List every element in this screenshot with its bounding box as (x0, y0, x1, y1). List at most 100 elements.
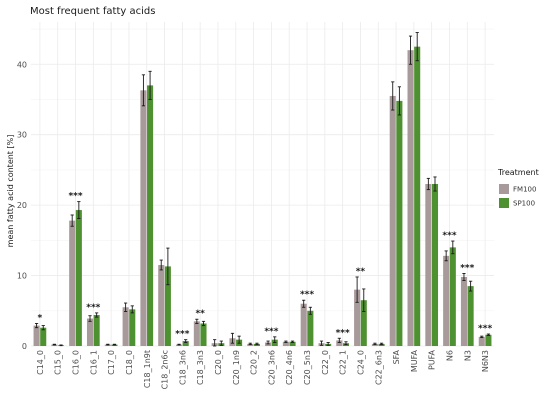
error-bar (106, 343, 110, 346)
significance-label: * (38, 313, 43, 323)
significance-label: *** (336, 328, 350, 338)
x-tick-label: N6 (445, 350, 454, 361)
x-tick-label: C18_3n3 (196, 350, 205, 385)
legend-title: Treatment (497, 168, 539, 177)
error-bar (415, 32, 419, 62)
x-tick-label: C15_0 (54, 350, 63, 375)
error-bar (433, 176, 437, 192)
error-bar (41, 325, 45, 331)
bar-sp100-c14_0 (40, 327, 47, 346)
bar-sp100-pufa (431, 184, 439, 346)
y-axis-title: mean fatty acid content [%] (6, 135, 15, 248)
bar-fm100-c16_1 (86, 318, 94, 346)
error-bar (397, 86, 401, 116)
error-bar (112, 343, 117, 346)
error-bar (326, 342, 330, 346)
bar-fm100-n6n3 (478, 336, 485, 346)
significance-layer: ******************************** (38, 192, 493, 340)
error-bar (148, 70, 152, 100)
x-tick-label: N3 (463, 350, 472, 361)
legend-label-sp100: SP100 (513, 200, 535, 208)
x-tick-label: PUFA (428, 349, 437, 370)
error-bar (230, 332, 235, 344)
bar-fm100-c18_1n9t (140, 90, 147, 346)
x-tick-label: N6N3 (481, 350, 490, 372)
error-bar (70, 214, 74, 227)
error-bar (255, 342, 259, 346)
error-bar (408, 35, 413, 65)
x-tick-label: C18_2n6c (161, 350, 170, 389)
bar-sp100-c18_0 (129, 309, 136, 346)
x-tick-label: C20_4n6 (285, 350, 294, 385)
significance-label: *** (175, 330, 189, 340)
bar-sp100-sfa (396, 100, 403, 346)
error-bar (159, 259, 163, 271)
error-bar (166, 247, 170, 286)
error-bar (480, 335, 484, 338)
bar-sp100-c18_1n9t (147, 85, 154, 347)
x-tick-label: C24_0 (356, 350, 365, 375)
error-bar (219, 340, 223, 346)
significance-label: *** (86, 303, 100, 313)
bar-fm100-c18_2n6c (158, 265, 165, 346)
x-tick-label: C18_0 (125, 350, 134, 375)
x-tick-label: C20_3n6 (267, 350, 276, 385)
x-tick-label: C22_6n3 (374, 350, 383, 385)
legend-key-fm100 (499, 184, 509, 194)
bar-sp100-n6n3 (485, 334, 492, 346)
error-bar (290, 340, 295, 343)
error-bar (177, 343, 181, 346)
error-bar (88, 315, 92, 322)
bar-fm100-n3 (460, 276, 467, 346)
error-bar (462, 273, 466, 281)
significance-label: ** (195, 309, 205, 319)
x-tick-label: C22_1 (339, 350, 348, 375)
bar-fm100-c24_0 (354, 289, 361, 346)
significance-label: *** (460, 263, 474, 273)
bar-fm100-pufa (425, 184, 432, 346)
error-bar (362, 288, 366, 312)
error-bar (355, 276, 359, 303)
error-bar (391, 81, 395, 111)
error-bar (486, 333, 491, 336)
x-tick-label: C20_1n9 (232, 350, 241, 385)
significance-label: *** (442, 231, 456, 241)
x-tick-label: C20_2 (250, 350, 259, 375)
x-tick-label: C17_0 (107, 350, 116, 375)
bar-fm100-sfa (389, 95, 396, 347)
error-bar (141, 74, 146, 107)
error-bar (308, 306, 312, 315)
bar-sp100-n3 (467, 286, 474, 346)
bar-fm100-c16_0 (69, 220, 76, 346)
legend-key-sp100 (499, 198, 509, 208)
error-bars-layer (34, 32, 491, 347)
x-tick-label: C16_0 (72, 350, 81, 375)
error-bar (248, 342, 252, 346)
bar-fm100-mufa (407, 50, 414, 346)
error-bar (337, 337, 341, 343)
x-tick-label: C22_0 (321, 350, 330, 375)
error-bar (130, 305, 134, 314)
error-bar (52, 343, 56, 346)
legend-label-fm100: FM100 (513, 186, 536, 194)
y-tick-label: 40 (17, 60, 27, 69)
x-tick-label: C20_0 (214, 350, 223, 375)
bar-fm100-c22_1 (336, 340, 343, 346)
x-tick-label: C20_5n3 (303, 350, 312, 385)
error-bar (302, 299, 306, 308)
bar-fm100-c14_0 (33, 325, 40, 346)
error-bar (201, 320, 206, 327)
error-bar (469, 280, 473, 292)
error-bar (273, 336, 277, 343)
bar-sp100-c18_2n6c (164, 266, 171, 346)
x-tick-label: C18_3n6 (178, 350, 187, 385)
gridlines (31, 22, 494, 347)
error-bar (237, 335, 241, 344)
bar-sp100-c16_1 (93, 315, 100, 346)
error-bar (34, 323, 39, 329)
bar-fm100-c20_4n6 (282, 341, 289, 346)
x-tick-label: SFA (392, 349, 401, 364)
error-bar (451, 240, 455, 255)
significance-label: *** (264, 327, 278, 337)
bar-sp100-c18_3n3 (200, 323, 207, 346)
